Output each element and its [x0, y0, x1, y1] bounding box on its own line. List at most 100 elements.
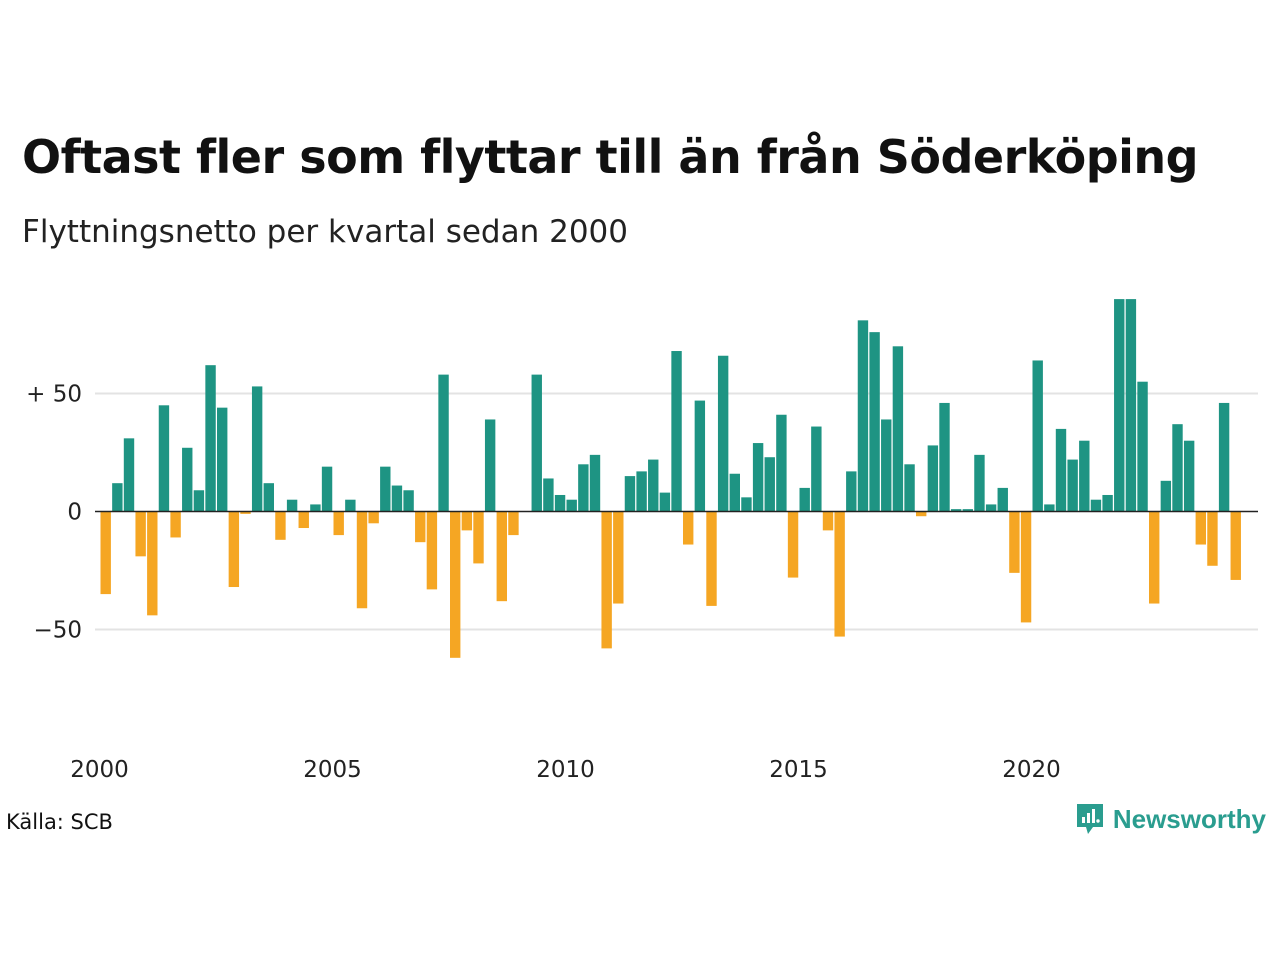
- newsworthy-logo: Newsworthy: [1075, 802, 1266, 836]
- bar: [857, 320, 869, 512]
- bar: [1009, 511, 1020, 573]
- bar: [1079, 440, 1090, 512]
- bar: [1160, 480, 1172, 512]
- bar: [648, 459, 659, 512]
- bar: [613, 511, 624, 604]
- bar: [368, 511, 379, 524]
- bar: [484, 419, 496, 512]
- bar: [310, 504, 321, 512]
- bar: [950, 509, 962, 512]
- bar: [321, 466, 333, 512]
- bar: [426, 511, 438, 590]
- bar: [927, 445, 939, 512]
- bar: [543, 478, 554, 512]
- bar: [554, 494, 566, 512]
- bar: [1067, 459, 1078, 512]
- bar: [333, 511, 344, 536]
- bar: [123, 438, 135, 512]
- bar: [589, 454, 601, 512]
- bar: [997, 487, 1008, 512]
- source-note: Källa: SCB: [6, 810, 113, 834]
- bar: [228, 511, 240, 588]
- bar: [939, 402, 950, 512]
- bar: [1230, 511, 1241, 580]
- bar: [193, 490, 205, 512]
- bar: [1032, 360, 1043, 512]
- bar: [147, 511, 158, 616]
- bar: [822, 511, 834, 531]
- bar: [1149, 511, 1160, 604]
- bar: [275, 511, 286, 540]
- bar: [892, 346, 904, 512]
- bar: [659, 492, 671, 512]
- chart-title: Oftast fler som flyttar till än från Söd…: [22, 130, 1199, 184]
- bar: [671, 351, 682, 512]
- bar: [182, 447, 193, 512]
- bar: [1218, 402, 1230, 512]
- bar: [1172, 424, 1183, 512]
- bar: [741, 497, 752, 512]
- chart-subtitle: Flyttningsnetto per kvartal sedan 2000: [22, 214, 628, 250]
- bar: [764, 457, 775, 512]
- bar: [683, 511, 694, 545]
- bar: [473, 511, 484, 564]
- bar: [170, 511, 181, 538]
- bar: [729, 473, 740, 512]
- bar: [624, 476, 636, 512]
- bar: [1207, 511, 1218, 566]
- bar: [496, 511, 507, 602]
- bar: [415, 511, 426, 543]
- bar: [1137, 381, 1148, 512]
- bar: [263, 483, 274, 512]
- bar: [787, 511, 799, 578]
- bar: [834, 511, 845, 637]
- bar: [1102, 494, 1113, 512]
- bar: [217, 407, 228, 512]
- bar: [1125, 299, 1137, 512]
- bar: [904, 464, 915, 512]
- bar: [450, 511, 461, 658]
- bar: [752, 443, 764, 512]
- bar: [240, 511, 251, 514]
- bar: [391, 485, 403, 512]
- bar: [112, 483, 123, 512]
- x-tick-label: 2010: [536, 757, 595, 783]
- bar: [531, 374, 542, 512]
- bar: [962, 509, 973, 512]
- bar: [717, 355, 729, 512]
- bar: [286, 499, 298, 512]
- bar: [205, 365, 216, 512]
- bar: [158, 405, 170, 512]
- bar: [846, 471, 857, 512]
- bar: [776, 414, 787, 512]
- bar: [578, 464, 589, 512]
- x-tick-label: 2020: [1002, 757, 1061, 783]
- y-tick-label: 0: [67, 500, 82, 526]
- bar: [601, 511, 612, 649]
- newsworthy-logo-icon: [1076, 804, 1103, 834]
- bar: [811, 426, 822, 512]
- x-axis-ticks: 2000 2005 2010 2015 2020: [70, 757, 1061, 783]
- bar: [380, 466, 391, 512]
- bar: [1114, 299, 1125, 512]
- bar: [251, 386, 263, 512]
- y-tick-label: −50: [33, 618, 82, 644]
- y-axis-ticks: + 50 0 −50: [26, 382, 82, 644]
- bar: [916, 511, 927, 517]
- bar: [799, 487, 810, 512]
- bar: [403, 490, 414, 512]
- bar: [566, 499, 577, 512]
- bar: [1183, 440, 1195, 512]
- bar: [869, 332, 880, 512]
- bar: [881, 419, 892, 512]
- bars: [100, 299, 1241, 658]
- bar: [1044, 504, 1055, 512]
- bar: [1090, 499, 1102, 512]
- bar: [706, 511, 717, 606]
- bar: [508, 511, 519, 536]
- bar: [1020, 511, 1032, 623]
- bar: [636, 471, 647, 512]
- bar: [135, 511, 146, 557]
- bar: [974, 454, 985, 512]
- bar: [356, 511, 368, 609]
